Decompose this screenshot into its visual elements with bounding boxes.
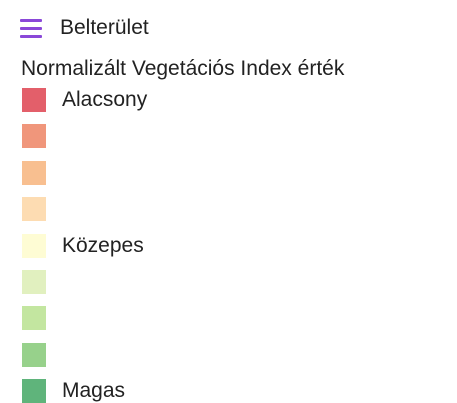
color-swatch — [22, 306, 46, 331]
color-swatch — [22, 197, 46, 222]
icon-line — [20, 35, 42, 38]
color-swatch — [22, 124, 46, 149]
color-swatch — [22, 270, 46, 294]
swatch-label: Alacsony — [62, 88, 148, 111]
icon-line — [20, 27, 42, 30]
color-swatch — [22, 379, 46, 403]
swatch-label: Magas — [62, 379, 126, 403]
layer-icon — [20, 17, 42, 39]
color-swatch — [22, 160, 46, 185]
color-swatch — [22, 88, 46, 112]
layer-label: Belterület — [60, 16, 149, 39]
icon-line — [20, 19, 42, 22]
legend-title: Normalizált Vegetációs Index érték — [21, 57, 345, 80]
swatch-label: Közepes — [62, 233, 144, 257]
color-swatch — [22, 233, 46, 258]
color-swatch — [22, 342, 46, 367]
